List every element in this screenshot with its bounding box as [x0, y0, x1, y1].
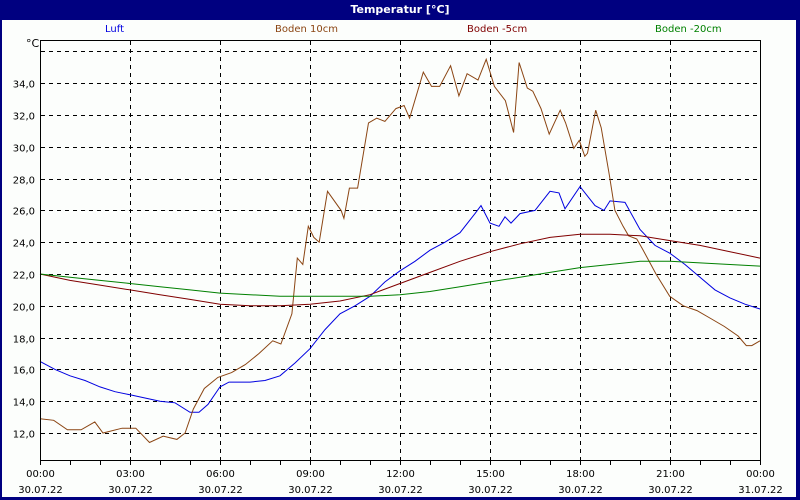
chart-frame — [2, 20, 796, 497]
x-tick-date: 30.07.22 — [18, 485, 63, 496]
y-tick-label: 20,0 — [13, 303, 35, 314]
y-tick-label: 24,0 — [13, 239, 35, 250]
y-tick-label: 22,0 — [13, 271, 35, 282]
x-tick-time: 15:00 — [476, 469, 505, 480]
x-tick-date: 30.07.22 — [378, 485, 423, 496]
y-tick-label: 26,0 — [13, 207, 35, 218]
x-tick-time: 00:00 — [746, 469, 775, 480]
x-tick-date: 30.07.22 — [648, 485, 693, 496]
y-tick-label: 28,0 — [13, 176, 35, 187]
x-tick-time: 21:00 — [656, 469, 685, 480]
x-tick-time: 00:00 — [26, 469, 55, 480]
x-tick-time: 09:00 — [296, 469, 325, 480]
legend-boden-minus-20cm: Boden -20cm — [655, 24, 722, 35]
y-tick-label: 16,0 — [13, 366, 35, 377]
series-boden-20cm — [39, 260, 761, 297]
legend-boden-minus-5cm: Boden -5cm — [467, 24, 528, 35]
series-boden-5cm — [39, 233, 761, 307]
plot-area-border — [40, 40, 761, 461]
legend-luft: Luft — [105, 24, 124, 35]
x-tick-time: 03:00 — [116, 469, 145, 480]
series-luft — [39, 185, 761, 413]
series-boden-10cm — [39, 57, 761, 444]
x-tick-time: 18:00 — [566, 469, 595, 480]
y-tick-label: 18,0 — [13, 335, 35, 346]
y-tick-label: 30,0 — [13, 144, 35, 155]
y-tick-label: 32,0 — [13, 112, 35, 123]
x-tick-time: 06:00 — [206, 469, 235, 480]
x-axis-ticks: 00:00 30.07.22 03:00 30.07.22 06:00 30.07.22 0… — [18, 460, 783, 496]
x-tick-date: 31.07.22 — [738, 485, 783, 496]
y-tick-label: 12,0 — [13, 430, 35, 441]
x-tick-date: 30.07.22 — [288, 485, 333, 496]
window-title: Temperatur [°C] — [0, 0, 800, 20]
x-tick-date: 30.07.22 — [558, 485, 603, 496]
data-series — [39, 57, 761, 444]
x-tick-date: 30.07.22 — [198, 485, 243, 496]
legend-boden-10cm: Boden 10cm — [275, 24, 338, 35]
y-axis-unit: °C — [26, 37, 40, 50]
x-tick-time: 12:00 — [386, 469, 415, 480]
x-tick-date: 30.07.22 — [468, 485, 513, 496]
x-tick-date: 30.07.22 — [108, 485, 153, 496]
grid-lines — [41, 41, 760, 460]
y-axis-ticks: 12,0 14,0 16,0 18,0 20,0 22,0 24,0 26,0 28,0 30,0… — [13, 80, 35, 441]
y-tick-label: 14,0 — [13, 398, 35, 409]
y-tick-label: 34,0 — [13, 80, 35, 91]
